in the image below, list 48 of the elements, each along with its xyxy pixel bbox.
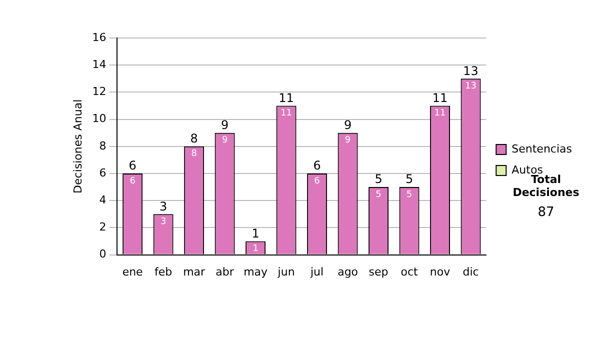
- data-label: 13: [465, 81, 477, 92]
- x-tick-label: sep: [368, 265, 388, 278]
- total-label: 11: [432, 90, 448, 105]
- total-label: 13: [463, 64, 478, 78]
- y-tick-label: 14: [92, 58, 106, 71]
- x-tick-label: oct: [400, 265, 419, 278]
- data-label: 6: [314, 176, 320, 186]
- data-label: 5: [406, 190, 412, 200]
- data-label: 11: [280, 108, 292, 119]
- total-label: 6: [313, 158, 321, 173]
- total-label: 5: [374, 172, 382, 186]
- x-tick-label: nov: [430, 265, 451, 278]
- y-tick-label: 8: [99, 139, 106, 152]
- y-tick-label: 2: [99, 220, 106, 234]
- text: 87: [536, 205, 556, 220]
- x-tick-label: jun: [276, 265, 295, 278]
- y-tick-label: 10: [92, 112, 106, 126]
- x-tick-label: dic: [462, 265, 479, 278]
- total-label: 8: [190, 132, 198, 146]
- y-tick-label: 0: [99, 248, 106, 261]
- total-label: 6: [128, 158, 136, 173]
- y-tick-label: 4: [99, 193, 106, 206]
- x-tick-label: abr: [216, 265, 234, 278]
- x-tick-label: mar: [183, 265, 206, 278]
- y-tick-label: 16: [92, 30, 106, 44]
- data-label: 6: [130, 176, 136, 186]
- total-label: 11: [278, 90, 294, 105]
- x-tick-label: ene: [122, 265, 144, 278]
- data-label: 3: [160, 216, 166, 227]
- total-label: 9: [344, 118, 352, 132]
- data-label: 1: [252, 244, 258, 254]
- y-tick-label: 6: [99, 166, 106, 180]
- x-tick-label: may: [244, 265, 268, 278]
- data-label: 9: [222, 136, 228, 146]
- legend-label: Sentencias: [512, 142, 572, 156]
- y-tick-label: 12: [92, 85, 106, 98]
- data-label: 8: [191, 149, 198, 160]
- total-label: 3: [159, 199, 168, 214]
- total-label: 5: [405, 172, 414, 186]
- x-tick-label: ago: [338, 265, 358, 278]
- data-label: 11: [434, 108, 446, 119]
- data-label: 9: [344, 136, 351, 146]
- total-label: 1: [252, 226, 260, 240]
- y-axis-title: Decisiones Anual: [71, 99, 84, 194]
- x-tick-label: jul: [310, 265, 324, 278]
- total-label: 9: [220, 118, 229, 132]
- data-label: 5: [376, 190, 382, 200]
- x-tick-label: feb: [154, 265, 172, 278]
